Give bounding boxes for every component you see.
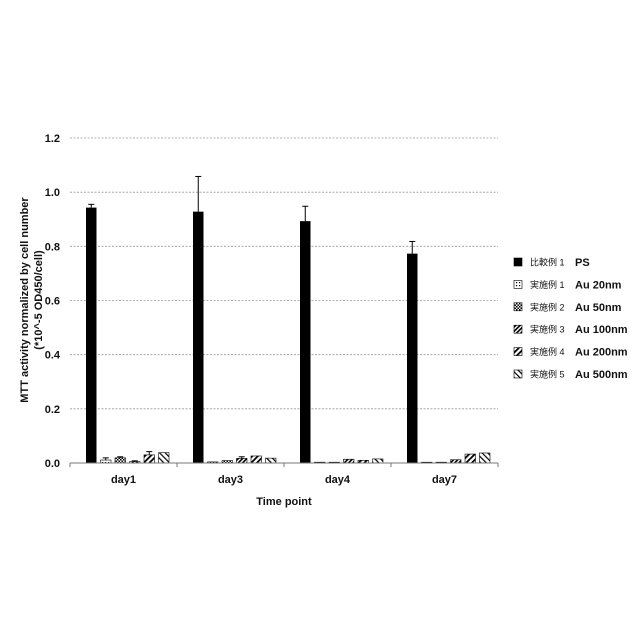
x-tick-label: day7: [432, 474, 457, 486]
legend-series-name: PS: [575, 257, 590, 269]
x-tick-label: day1: [111, 474, 136, 486]
y-axis-title-line1: MTT activity normalized by cell number: [19, 197, 31, 403]
bar-au-200nm-day1: [144, 455, 155, 463]
legend-series-name: Au 20nm: [575, 279, 622, 291]
bar-ps-day4: [300, 221, 311, 463]
y-axis-title-line2: (*10^-5 OD450/cell): [33, 250, 45, 350]
legend-item: 実施例 4 Au 200nm: [514, 346, 628, 359]
y-tick-label: 0.0: [45, 458, 60, 470]
bar-au-500nm-day4: [373, 459, 384, 463]
bar-au-500nm-day1: [159, 453, 170, 463]
bar-au-100nm-day3: [237, 458, 248, 463]
legend-swatch: [514, 325, 522, 333]
legend-label-cn: 比較例 1: [530, 257, 565, 268]
legend-item: 実施例 1 Au 20nm: [514, 279, 622, 292]
legend-label-cn: 実施例 3: [530, 324, 565, 335]
bars: [86, 176, 490, 463]
legend-swatch: [514, 370, 522, 378]
bar-au-100nm-day4: [344, 459, 355, 463]
legend-series-name: Au 50nm: [575, 302, 622, 314]
legend-swatch: [514, 280, 522, 288]
bar-au-50nm-day1: [115, 458, 126, 463]
y-tick-label: 1.0: [45, 187, 60, 199]
y-axis-title: MTT activity normalized by cell number (…: [19, 197, 45, 403]
y-axis-ticks: 0.0 0.2 0.4 0.6 0.8 1.0 1.2: [45, 133, 61, 470]
legend-item: 比較例 1 PS: [514, 257, 590, 270]
legend-swatch: [514, 348, 522, 356]
legend-label-cn: 実施例 2: [530, 301, 565, 312]
y-tick-label: 0.2: [45, 404, 60, 416]
legend-label-cn: 実施例 1: [530, 279, 565, 290]
bar-ps-day1: [86, 208, 97, 463]
bar-au-200nm-day7: [465, 454, 476, 463]
legend-item: 実施例 5 Au 500nm: [514, 369, 628, 382]
x-tick-label: day4: [325, 474, 351, 486]
bar-ps-day7: [407, 254, 418, 463]
bar-ps-day3: [193, 212, 204, 463]
y-tick-label: 0.8: [45, 241, 60, 253]
legend-series-name: Au 100nm: [575, 324, 628, 336]
legend-item: 実施例 2 Au 50nm: [514, 301, 622, 314]
legend: 比較例 1 PS 実施例 1 Au 20nm 実施例 2 Au 50nm 実施例 3 Au 1…: [514, 257, 628, 382]
bar-au-500nm-day7: [480, 453, 491, 463]
y-tick-label: 0.6: [45, 296, 60, 308]
legend-label-cn: 実施例 4: [530, 346, 565, 357]
legend-label-cn: 実施例 5: [530, 369, 565, 380]
x-axis-title: Time point: [256, 496, 312, 508]
legend-series-name: Au 200nm: [575, 347, 628, 359]
y-tick-label: 1.2: [45, 133, 60, 145]
bar-au-200nm-day3: [251, 456, 262, 463]
grid-lines: [70, 138, 498, 409]
legend-item: 実施例 3 Au 100nm: [514, 324, 628, 337]
legend-swatch: [514, 258, 522, 266]
legend-series-name: Au 500nm: [575, 369, 628, 381]
x-tick-label: day3: [218, 474, 243, 486]
y-tick-label: 0.4: [45, 350, 61, 362]
x-axis: day1 day3 day4 day7: [70, 463, 498, 486]
legend-swatch: [514, 303, 522, 311]
bar-au-500nm-day3: [266, 458, 277, 463]
